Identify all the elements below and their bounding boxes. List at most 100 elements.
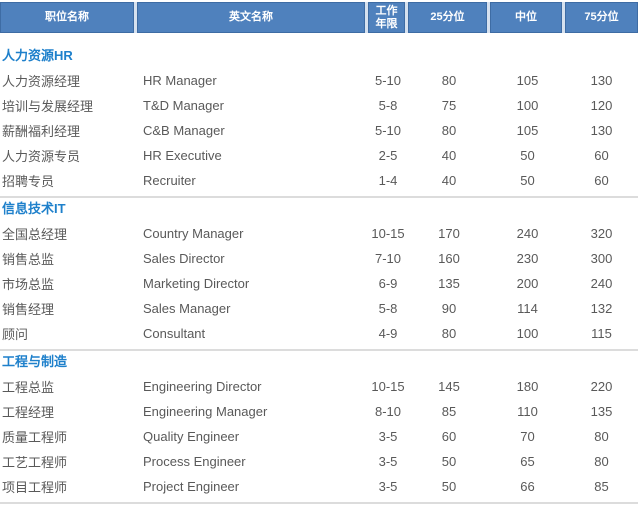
cell-p75: 115 bbox=[591, 326, 612, 341]
table-row: 人力资源经理 HR Manager 5-10 80 105 130 bbox=[0, 68, 638, 93]
cell-p75: 320 bbox=[590, 226, 613, 241]
cell-p75: 130 bbox=[590, 123, 613, 138]
cell-job-title-cn: 工程经理 bbox=[2, 405, 55, 420]
cell-p75: 135 bbox=[590, 404, 613, 419]
cell-job-title-en: Project Engineer bbox=[143, 479, 240, 494]
cell-job-title-en: Quality Engineer bbox=[143, 429, 240, 444]
table-row: 全国总经理 Country Manager 10-15 170 240 320 bbox=[0, 221, 638, 246]
cell-job-title-cn: 销售总监 bbox=[2, 252, 55, 267]
cell-job-title-cn: 招聘专员 bbox=[2, 174, 55, 189]
table-section: 工程与制造 工程总监 Engineering Director 10-15 14… bbox=[0, 352, 638, 504]
cell-job-title-en: Country Manager bbox=[143, 226, 244, 241]
cell-years: 5-8 bbox=[378, 98, 398, 113]
cell-job-title-en: HR Executive bbox=[143, 148, 222, 163]
cell-median: 50 bbox=[520, 173, 535, 188]
cell-years: 3-5 bbox=[378, 454, 398, 469]
cell-years: 2-5 bbox=[378, 148, 398, 163]
cell-job-title-en: T&D Manager bbox=[143, 98, 224, 113]
cell-p25: 85 bbox=[441, 404, 457, 419]
header-col-job-title-cn: 职位名称 bbox=[0, 2, 134, 33]
cell-years: 3-5 bbox=[378, 479, 398, 494]
cell-median: 200 bbox=[516, 276, 539, 291]
cell-p25: 75 bbox=[441, 98, 457, 113]
cell-job-title-cn: 工艺工程师 bbox=[2, 455, 68, 470]
table-section: 信息技术IT 全国总经理 Country Manager 10-15 170 2… bbox=[0, 199, 638, 351]
cell-median: 180 bbox=[516, 379, 539, 394]
table-row: 薪酬福利经理 C&B Manager 5-10 80 105 130 bbox=[0, 118, 638, 143]
section-divider bbox=[0, 349, 638, 351]
table-row: 顾问 Consultant 4-9 80 100 115 bbox=[0, 321, 638, 346]
table-row: 工程总监 Engineering Director 10-15 145 180 … bbox=[0, 374, 638, 399]
cell-median: 70 bbox=[520, 429, 535, 444]
cell-job-title-cn: 全国总经理 bbox=[2, 227, 68, 242]
cell-job-title-en: Consultant bbox=[143, 326, 206, 341]
cell-median: 105 bbox=[516, 123, 539, 138]
cell-job-title-en: Engineering Manager bbox=[143, 404, 268, 419]
section-title: 人力资源HR bbox=[2, 48, 73, 63]
cell-job-title-en: Process Engineer bbox=[143, 454, 246, 469]
cell-job-title-cn: 销售经理 bbox=[2, 302, 55, 317]
table-row: 市场总监 Marketing Director 6-9 135 200 240 bbox=[0, 271, 638, 296]
cell-median: 100 bbox=[516, 98, 539, 113]
cell-p75: 60 bbox=[594, 173, 609, 188]
table-row: 工艺工程师 Process Engineer 3-5 50 65 80 bbox=[0, 449, 638, 474]
cell-p25: 90 bbox=[441, 301, 457, 316]
salary-table: 职位名称 英文名称 工作 年限 25分位 中位 75分位 人力资源HR 人力资源… bbox=[0, 2, 638, 504]
cell-job-title-cn: 薪酬福利经理 bbox=[2, 124, 81, 139]
cell-p75: 85 bbox=[594, 479, 609, 494]
cell-p75: 130 bbox=[590, 73, 613, 88]
cell-p25: 170 bbox=[438, 226, 460, 241]
cell-p75: 80 bbox=[594, 429, 609, 444]
cell-p75: 240 bbox=[590, 276, 613, 291]
cell-job-title-cn: 人力资源专员 bbox=[2, 149, 81, 164]
cell-job-title-cn: 顾问 bbox=[2, 327, 29, 342]
section-rows: 全国总经理 Country Manager 10-15 170 240 320 … bbox=[0, 221, 638, 346]
cell-job-title-en: Sales Manager bbox=[143, 301, 231, 316]
cell-median: 105 bbox=[516, 73, 539, 88]
table-header-row: 职位名称 英文名称 工作 年限 25分位 中位 75分位 bbox=[0, 2, 638, 33]
cell-years: 1-4 bbox=[378, 173, 398, 188]
cell-job-title-en: C&B Manager bbox=[143, 123, 225, 138]
cell-p75: 300 bbox=[590, 251, 613, 266]
section-rows: 人力资源经理 HR Manager 5-10 80 105 130 培训与发展经… bbox=[0, 68, 638, 193]
cell-years: 7-10 bbox=[374, 251, 402, 266]
cell-years: 8-10 bbox=[374, 404, 402, 419]
cell-job-title-cn: 工程总监 bbox=[2, 380, 55, 395]
cell-p25: 60 bbox=[441, 429, 457, 444]
cell-p25: 50 bbox=[441, 479, 457, 494]
section-title: 信息技术IT bbox=[2, 201, 66, 216]
header-col-years: 工作 年限 bbox=[368, 2, 405, 33]
cell-job-title-cn: 项目工程师 bbox=[2, 480, 68, 495]
cell-job-title-en: Recruiter bbox=[143, 173, 196, 188]
section-title: 工程与制造 bbox=[2, 354, 68, 369]
table-row: 销售经理 Sales Manager 5-8 90 114 132 bbox=[0, 296, 638, 321]
cell-p75: 60 bbox=[594, 148, 609, 163]
cell-p75: 80 bbox=[594, 454, 609, 469]
cell-p25: 80 bbox=[441, 326, 457, 341]
cell-years: 5-8 bbox=[378, 301, 398, 316]
header-col-p75: 75分位 bbox=[565, 2, 638, 33]
header-col-job-title-en: 英文名称 bbox=[137, 2, 365, 33]
cell-median: 240 bbox=[516, 226, 539, 241]
table-row: 项目工程师 Project Engineer 3-5 50 66 85 bbox=[0, 474, 638, 499]
cell-median: 114 bbox=[517, 301, 538, 316]
cell-p25: 135 bbox=[438, 276, 460, 291]
cell-years: 3-5 bbox=[378, 429, 398, 444]
cell-p25: 80 bbox=[441, 123, 457, 138]
cell-median: 50 bbox=[520, 148, 535, 163]
cell-job-title-en: Sales Director bbox=[143, 251, 225, 266]
header-col-median: 中位 bbox=[490, 2, 562, 33]
cell-median: 230 bbox=[516, 251, 539, 266]
table-row: 销售总监 Sales Director 7-10 160 230 300 bbox=[0, 246, 638, 271]
cell-p75: 220 bbox=[590, 379, 613, 394]
cell-job-title-cn: 培训与发展经理 bbox=[2, 99, 94, 114]
table-row: 质量工程师 Quality Engineer 3-5 60 70 80 bbox=[0, 424, 638, 449]
cell-job-title-en: Engineering Director bbox=[143, 379, 262, 394]
cell-years: 5-10 bbox=[374, 123, 402, 138]
cell-years: 5-10 bbox=[374, 73, 402, 88]
section-divider bbox=[0, 502, 638, 504]
cell-job-title-cn: 人力资源经理 bbox=[2, 74, 81, 89]
cell-p25: 40 bbox=[441, 173, 457, 188]
cell-p25: 160 bbox=[438, 251, 460, 266]
cell-median: 110 bbox=[517, 404, 538, 419]
